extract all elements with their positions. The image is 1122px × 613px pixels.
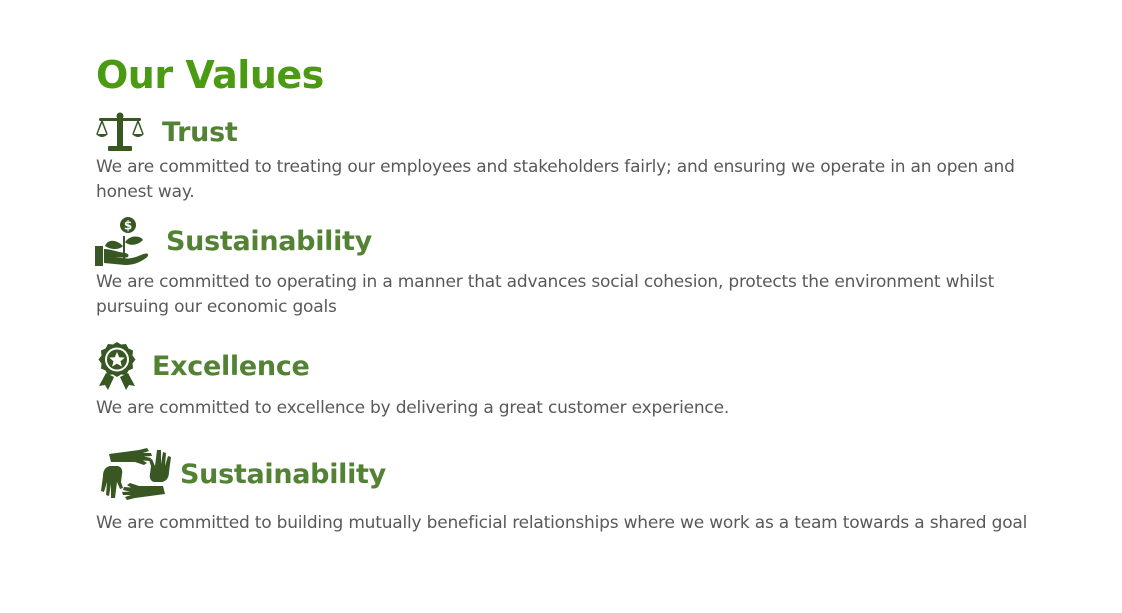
teamwork-hands-icon	[101, 448, 171, 500]
value-excellence-description: We are committed to excellence by delive…	[96, 398, 730, 418]
value-heading-label: Sustainability	[180, 458, 386, 490]
page-title: Our Values	[96, 53, 324, 97]
award-ribbon-icon	[98, 342, 136, 390]
value-teamwork-heading: Sustainability	[99, 444, 386, 504]
hand-plant-money-icon: $	[95, 217, 149, 266]
value-heading-label: Trust	[162, 116, 238, 148]
value-teamwork-description: We are committed to building mutually be…	[96, 513, 1028, 533]
scales-icon	[96, 112, 144, 151]
value-trust-heading: Trust	[95, 110, 238, 154]
value-sustainability-description: We are committed to operating in a manne…	[96, 272, 995, 317]
value-heading-label: Sustainability	[166, 225, 372, 257]
value-excellence-heading: Excellence	[95, 340, 310, 392]
value-heading-label: Excellence	[152, 350, 310, 382]
svg-text:$: $	[124, 219, 132, 233]
value-trust-description: We are committed to treating our employe…	[96, 157, 1015, 202]
value-sustainability-heading: $ Sustainability	[95, 215, 372, 267]
